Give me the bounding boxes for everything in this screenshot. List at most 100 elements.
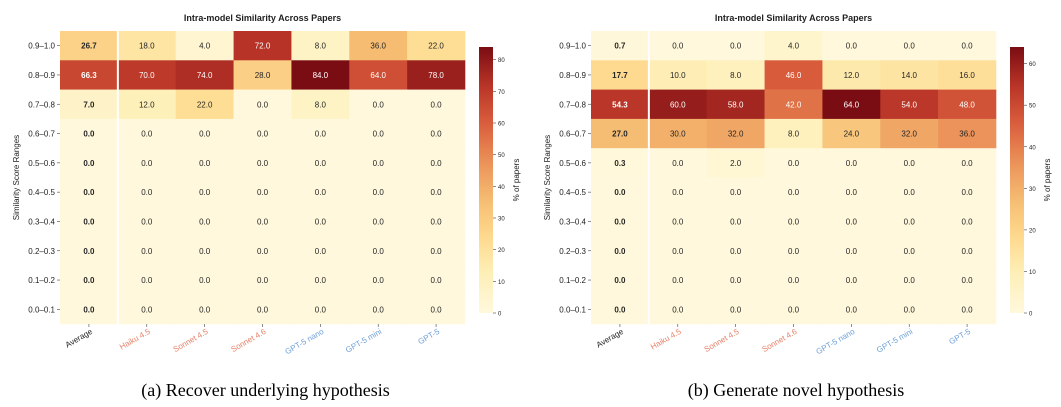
heatmap-cell (822, 31, 881, 61)
heatmap-cell (175, 89, 234, 120)
heatmap-cell (706, 177, 765, 208)
cell-value-label: 0.0 (846, 247, 858, 256)
cell-value-label: 32.0 (728, 130, 744, 139)
x-tick-label: Average (595, 327, 626, 350)
heatmap-cell (175, 148, 234, 178)
cell-value-label: 0.0 (373, 217, 385, 226)
cell-value-label: 0.0 (257, 100, 269, 109)
colorbar-tick-label: 30 (1029, 187, 1036, 193)
y-tick-label: 0.1–0.2 (559, 276, 586, 285)
cell-value-label: 7.0 (83, 100, 95, 109)
cell-value-label: 0.0 (431, 100, 443, 109)
heatmap-cell (117, 294, 177, 325)
heatmap-cell (938, 148, 997, 178)
cell-value-label: 0.0 (315, 305, 327, 314)
heatmap-cell (822, 177, 881, 208)
cell-value-label: 84.0 (313, 71, 329, 80)
cell-value-label: 0.0 (315, 217, 327, 226)
heatmap-cell (706, 236, 765, 266)
heatmap-cell (880, 265, 939, 295)
heatmap-cell (233, 206, 292, 237)
cell-value-label: 0.0 (730, 247, 742, 256)
cell-value-label: 0.0 (315, 188, 327, 197)
heatmap-panel-a: Intra-model Similarity Across Papers 26.7… (12, 13, 521, 400)
cell-value-label: 22.0 (428, 42, 444, 51)
cell-value-label: 0.0 (788, 276, 800, 285)
heatmap-cell (648, 148, 708, 178)
cell-value-label: 0.0 (373, 159, 385, 168)
cell-value-label: 78.0 (428, 71, 444, 80)
heatmap-cell (407, 60, 466, 90)
x-tick-label: Haiku 4.5 (118, 327, 152, 352)
cell-value-label: 64.0 (844, 100, 860, 109)
cell-value-label: 0.0 (788, 305, 800, 314)
heatmap-cell (60, 206, 119, 237)
cell-value-label: 8.0 (788, 130, 800, 139)
cell-value-label: 0.0 (672, 305, 684, 314)
heatmap-cell (349, 118, 408, 149)
cell-value-label: 12.0 (844, 71, 860, 80)
cell-value-label: 0.0 (141, 305, 153, 314)
cell-value-label: 0.0 (373, 276, 385, 285)
cell-value-label: 26.7 (81, 42, 97, 51)
heatmap-cell (407, 236, 466, 266)
cell-value-label: 0.0 (373, 188, 385, 197)
heatmap-cell (117, 148, 177, 178)
cell-value-label: 0.0 (962, 217, 974, 226)
heatmap-cell (764, 206, 823, 237)
cell-value-label: 0.0 (83, 130, 95, 139)
y-tick-label: 0.4–0.5 (559, 188, 586, 197)
y-tick-label: 0.2–0.3 (28, 247, 55, 256)
x-tick-label: Sonnet 4.5 (703, 327, 741, 354)
heatmap-cell (591, 89, 650, 120)
y-axis-label: Similarity Score Ranges (12, 135, 21, 220)
y-tick-label: 0.7–0.8 (28, 100, 55, 109)
cell-value-label: 0.0 (614, 188, 626, 197)
heatmap-cell (822, 265, 881, 295)
x-tick-label: Sonnet 4.6 (229, 327, 267, 354)
y-tick-label: 0.0–0.1 (28, 305, 55, 314)
cell-value-label: 0.0 (141, 130, 153, 139)
chart-title: Intra-model Similarity Across Papers (715, 13, 872, 23)
heatmap-cell (648, 265, 708, 295)
heatmap-cell (291, 118, 350, 149)
cell-value-label: 0.0 (199, 159, 211, 168)
cell-value-label: 30.0 (670, 130, 686, 139)
cell-value-label: 0.0 (141, 276, 153, 285)
cell-value-label: 0.0 (431, 188, 443, 197)
heatmap-cell (233, 148, 292, 178)
cell-value-label: 46.0 (786, 71, 802, 80)
y-tick-label: 0.5–0.6 (559, 159, 586, 168)
y-tick-label: 0.0–0.1 (559, 305, 586, 314)
heatmap-cell (591, 236, 650, 266)
cell-value-label: 14.0 (901, 71, 917, 80)
heatmap-cell (60, 31, 119, 61)
heatmap-cell (706, 60, 765, 90)
cell-value-label: 0.0 (846, 159, 858, 168)
heatmap-cell (60, 89, 119, 120)
cell-value-label: 4.0 (788, 42, 800, 51)
heatmap-cell (407, 118, 466, 149)
colorbar-tick-label: 60 (1029, 62, 1036, 68)
cell-value-label: 32.0 (901, 130, 917, 139)
cell-value-label: 0.0 (846, 305, 858, 314)
colorbar-tick-label: 20 (1029, 228, 1036, 234)
heatmap-cell (291, 148, 350, 178)
heatmap-cell (117, 206, 177, 237)
heatmap-cell (175, 265, 234, 295)
cell-value-label: 0.0 (962, 247, 974, 256)
heatmap-cell (706, 294, 765, 325)
cell-value-label: 54.3 (612, 100, 628, 109)
colorbar (1010, 47, 1024, 313)
colorbar-tick-label: 70 (498, 90, 505, 96)
cell-value-label: 0.0 (672, 276, 684, 285)
heatmap-cell (291, 89, 350, 120)
heatmap-cell (591, 206, 650, 237)
heatmap-cell (407, 89, 466, 120)
heatmap-cell (880, 31, 939, 61)
heatmap-cell (880, 60, 939, 90)
heatmap-cell (822, 89, 881, 120)
heatmap-cell (591, 265, 650, 295)
cell-value-label: 0.0 (904, 42, 916, 51)
cell-value-label: 0.0 (788, 188, 800, 197)
